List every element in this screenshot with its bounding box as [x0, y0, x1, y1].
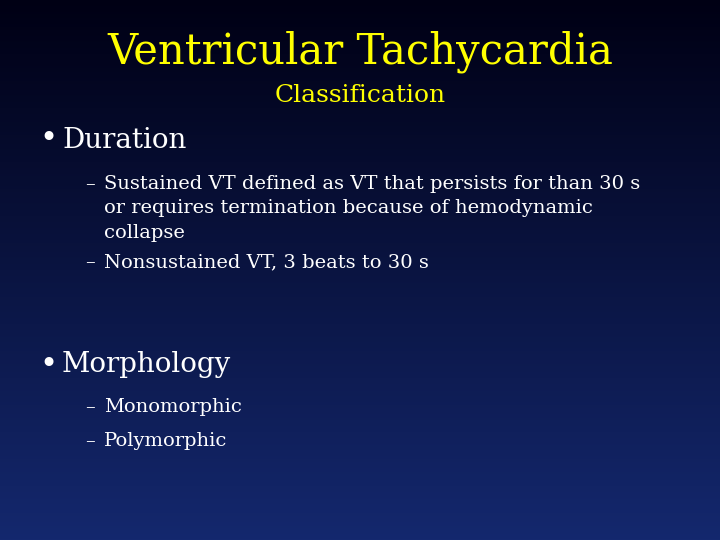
Text: –: – — [85, 398, 95, 416]
Text: Duration: Duration — [62, 126, 186, 153]
Text: Monomorphic: Monomorphic — [104, 398, 242, 416]
Text: Sustained VT defined as VT that persists for than 30 s
or requires termination b: Sustained VT defined as VT that persists… — [104, 175, 640, 241]
Text: Morphology: Morphology — [62, 352, 231, 379]
Text: •: • — [39, 349, 57, 381]
Text: •: • — [39, 125, 57, 156]
Text: –: – — [85, 175, 95, 193]
Text: Nonsustained VT, 3 beats to 30 s: Nonsustained VT, 3 beats to 30 s — [104, 253, 429, 271]
Text: Classification: Classification — [274, 84, 446, 106]
Text: –: – — [85, 432, 95, 450]
Text: –: – — [85, 253, 95, 271]
Text: Ventricular Tachycardia: Ventricular Tachycardia — [107, 31, 613, 73]
Text: Polymorphic: Polymorphic — [104, 432, 228, 450]
